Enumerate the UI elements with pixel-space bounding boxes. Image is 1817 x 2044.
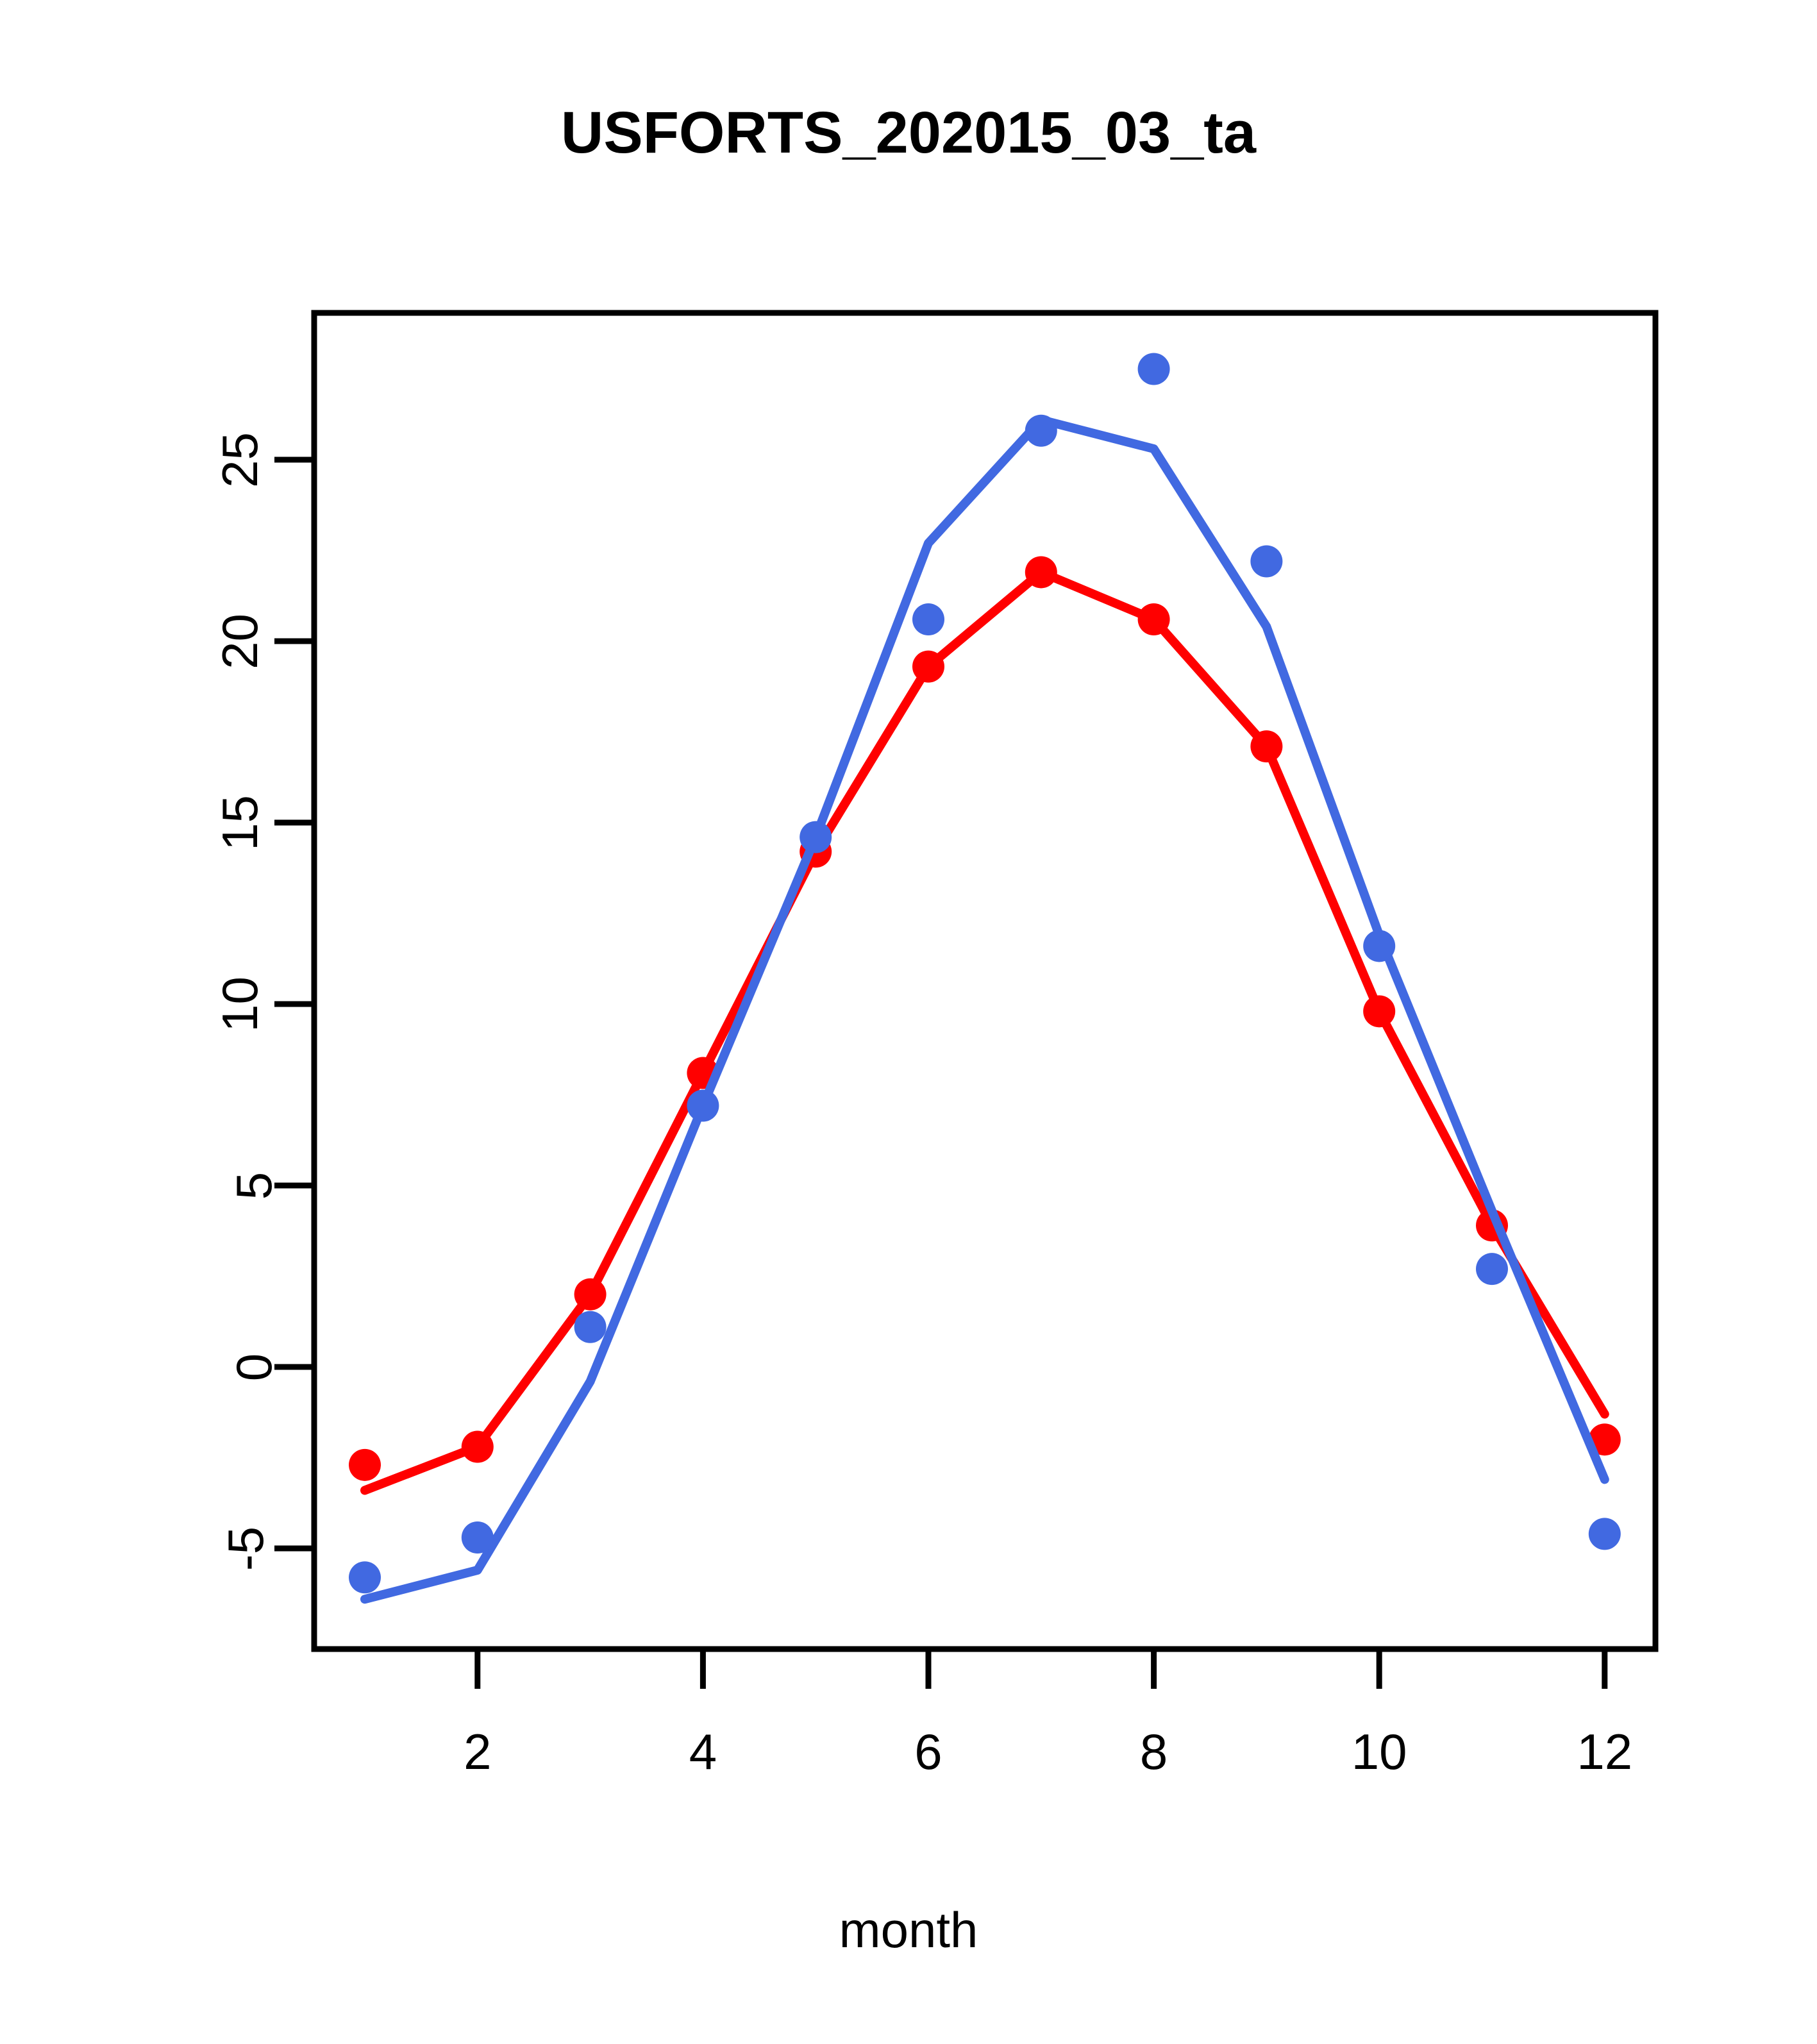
y-tick-label: 20 bbox=[212, 613, 269, 669]
y-tick-label-wrap: 10 bbox=[165, 976, 269, 1032]
data-point-red-points bbox=[461, 1430, 494, 1463]
data-point-red-points bbox=[349, 1448, 381, 1481]
y-tick-label-wrap: 20 bbox=[165, 613, 269, 669]
y-axis-ticks bbox=[274, 457, 314, 1552]
series-line-red-line bbox=[360, 567, 1609, 1495]
x-tick-label: 4 bbox=[689, 1723, 717, 1780]
data-point-blue-points bbox=[1025, 414, 1057, 447]
data-point-blue-points bbox=[1476, 1253, 1508, 1286]
data-point-blue-points bbox=[1363, 930, 1396, 962]
data-point-blue-points bbox=[912, 603, 944, 636]
y-tick-label: 5 bbox=[225, 1171, 282, 1200]
data-point-blue-points bbox=[1588, 1518, 1621, 1550]
data-point-red-points bbox=[1137, 603, 1170, 636]
data-point-blue-points bbox=[349, 1561, 381, 1594]
data-point-red-points bbox=[574, 1278, 607, 1311]
data-point-red-points bbox=[1025, 556, 1057, 589]
y-tick-label-wrap: 15 bbox=[165, 794, 269, 851]
data-point-blue-points bbox=[461, 1521, 494, 1554]
y-tick-label: 0 bbox=[225, 1353, 282, 1381]
x-tick-label: 8 bbox=[1139, 1723, 1168, 1780]
data-series-layer bbox=[349, 353, 1621, 1604]
y-tick-label: 15 bbox=[212, 794, 269, 851]
y-tick-label-wrap: -5 bbox=[165, 1523, 274, 1574]
data-point-red-points bbox=[912, 650, 944, 683]
series-line-blue-line bbox=[360, 415, 1609, 1604]
x-tick-label: 10 bbox=[1351, 1723, 1407, 1780]
data-point-blue-points bbox=[1137, 353, 1170, 385]
y-tick-label: 10 bbox=[212, 976, 269, 1032]
x-tick-label: 12 bbox=[1577, 1723, 1633, 1780]
y-tick-label-wrap: 25 bbox=[165, 431, 269, 488]
x-tick-label: 2 bbox=[464, 1723, 492, 1780]
x-tick-label: 6 bbox=[914, 1723, 942, 1780]
data-point-blue-points bbox=[1250, 545, 1283, 578]
chart-title: USFORTS_202015_03_ta bbox=[560, 100, 1257, 165]
data-point-blue-points bbox=[574, 1311, 607, 1343]
data-point-blue-points bbox=[800, 821, 832, 853]
y-tick-label: 25 bbox=[212, 431, 269, 488]
plot-frame bbox=[311, 310, 1659, 1652]
y-tick-label: -5 bbox=[217, 1526, 274, 1571]
x-axis-ticks bbox=[474, 1649, 1608, 1689]
data-point-blue-points bbox=[687, 1089, 719, 1122]
x-axis-label: month bbox=[839, 1902, 978, 1958]
y-tick-label-wrap: 5 bbox=[165, 1160, 282, 1211]
data-point-red-points bbox=[1588, 1423, 1621, 1456]
y-tick-label-wrap: 0 bbox=[165, 1341, 282, 1393]
data-point-red-points bbox=[1250, 730, 1283, 763]
data-point-red-points bbox=[1363, 995, 1396, 1028]
